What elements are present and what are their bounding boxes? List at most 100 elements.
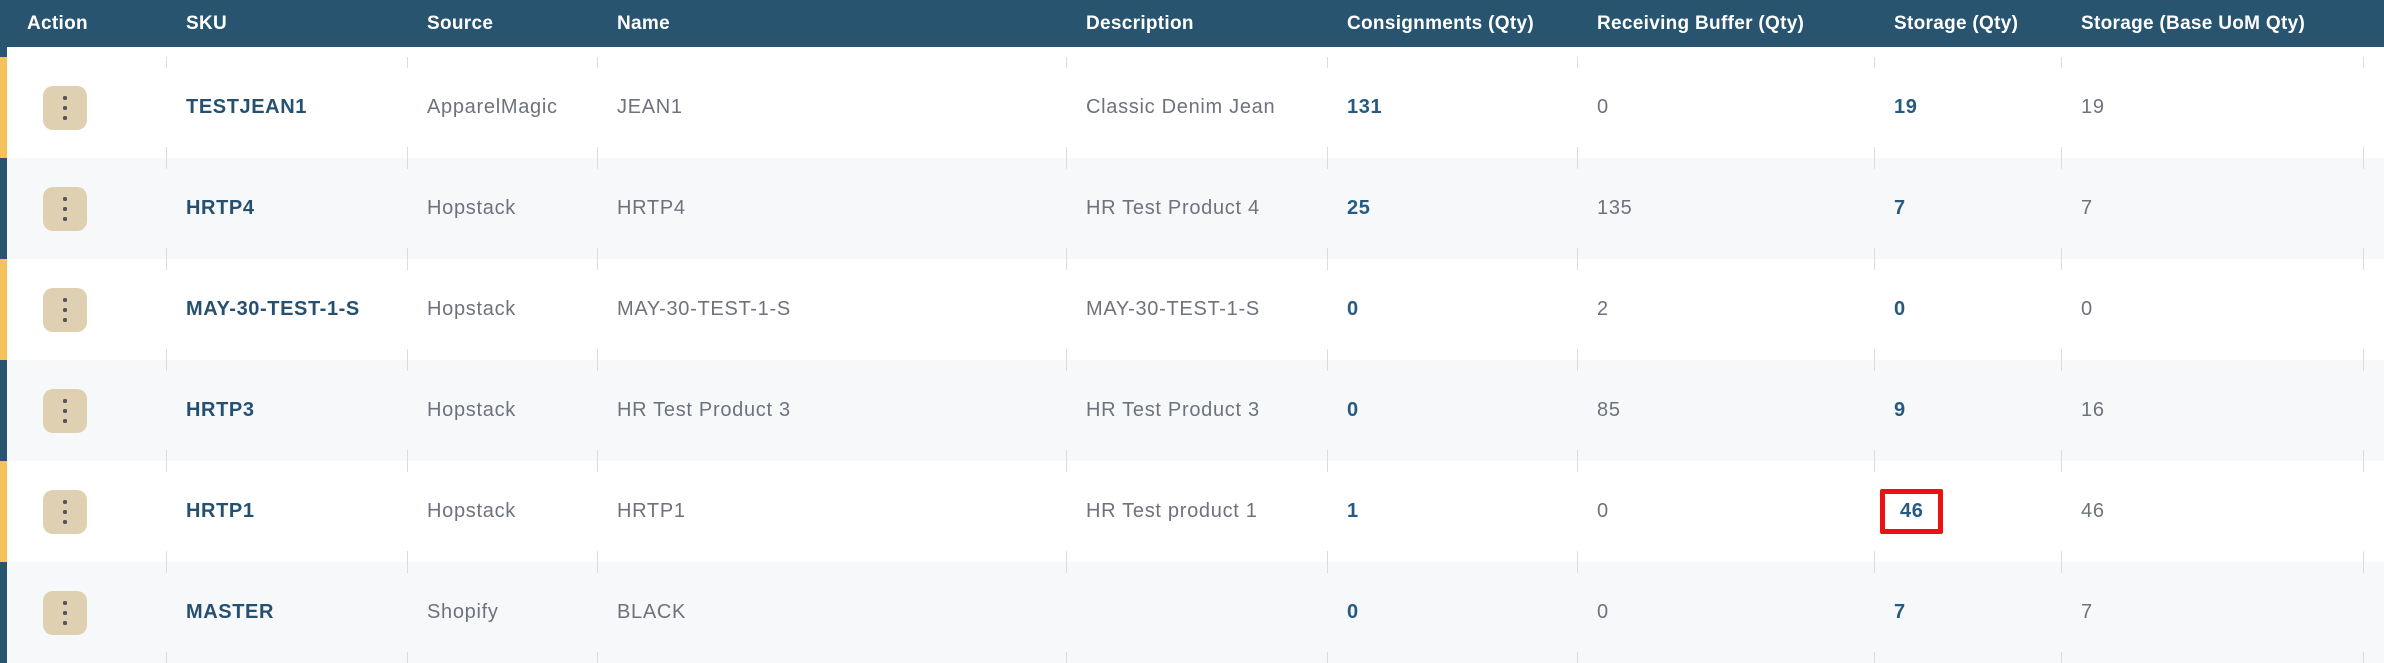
storage-qty-link[interactable]: 9 xyxy=(1894,399,1906,421)
storage-qty-link[interactable]: 7 xyxy=(1894,197,1906,219)
storage-base-uom-qty-cell: 7 xyxy=(2061,562,2384,663)
sku-link[interactable]: HRTP4 xyxy=(186,197,255,219)
source-cell: Shopify xyxy=(407,562,597,663)
consignments-qty-cell: 0 xyxy=(1327,259,1577,360)
sku-link[interactable]: HRTP3 xyxy=(186,399,255,421)
source-cell: Hopstack xyxy=(407,158,597,259)
storage-qty-link[interactable]: 0 xyxy=(1894,298,1906,320)
storage-qty-highlight: 9 xyxy=(1894,399,1906,422)
sku-link[interactable]: MASTER xyxy=(186,601,275,623)
storage-qty-highlight: 46 xyxy=(1880,489,1944,534)
description-cell: HR Test Product 4 xyxy=(1066,158,1327,259)
receiving-buffer-qty-cell: 0 xyxy=(1577,461,1874,562)
storage-qty-cell: 7 xyxy=(1874,562,2061,663)
source-cell: Hopstack xyxy=(407,360,597,461)
receiving-buffer-qty-cell: 0 xyxy=(1577,57,1874,158)
row-actions-button[interactable] xyxy=(43,186,87,231)
sku-link[interactable]: MAY-30-TEST-1-S xyxy=(186,298,360,320)
description-cell: Classic Denim Jean xyxy=(1066,57,1327,158)
storage-qty-cell: 19 xyxy=(1874,57,2061,158)
col-header-storage-qty: Storage (Qty) xyxy=(1894,12,2019,34)
header-body-gap xyxy=(0,47,2384,57)
storage-base-uom-qty-cell: 7 xyxy=(2061,158,2384,259)
row-actions-button[interactable] xyxy=(43,590,87,635)
receiving-buffer-qty-cell: 85 xyxy=(1577,360,1874,461)
name-cell: JEAN1 xyxy=(597,57,1066,158)
storage-base-uom-qty-cell: 19 xyxy=(2061,57,2384,158)
row-accent-stripe xyxy=(0,360,7,461)
col-header-source: Source xyxy=(427,12,494,34)
col-header-action: Action xyxy=(27,12,88,34)
row-actions-button[interactable] xyxy=(43,388,87,433)
storage-qty-highlight: 19 xyxy=(1894,96,1917,119)
table-row: HRTP1 Hopstack HRTP1 HR Test product 1 1… xyxy=(0,461,2384,562)
row-actions-button[interactable] xyxy=(43,85,87,130)
name-cell: MAY-30-TEST-1-S xyxy=(597,259,1066,360)
name-cell: HR Test Product 3 xyxy=(597,360,1066,461)
table-header-row: Action SKU Source Name Description Consi… xyxy=(0,0,2384,47)
consignments-qty-link[interactable]: 0 xyxy=(1347,601,1359,623)
consignments-qty-cell: 0 xyxy=(1327,360,1577,461)
source-cell: Hopstack xyxy=(407,259,597,360)
receiving-buffer-qty-cell: 0 xyxy=(1577,562,1874,663)
source-cell: ApparelMagic xyxy=(407,57,597,158)
description-cell: MAY-30-TEST-1-S xyxy=(1066,259,1327,360)
consignments-qty-cell: 0 xyxy=(1327,562,1577,663)
sku-cell: MAY-30-TEST-1-S xyxy=(166,259,407,360)
consignments-qty-link[interactable]: 0 xyxy=(1347,399,1359,421)
storage-qty-link[interactable]: 46 xyxy=(1900,500,1924,522)
storage-qty-highlight: 7 xyxy=(1894,197,1906,220)
col-header-receiving-buffer-qty: Receiving Buffer (Qty) xyxy=(1597,12,1805,34)
consignments-qty-link[interactable]: 131 xyxy=(1347,96,1383,118)
sku-cell: MASTER xyxy=(166,562,407,663)
consignments-qty-cell: 131 xyxy=(1327,57,1577,158)
name-cell: BLACK xyxy=(597,562,1066,663)
storage-base-uom-qty-cell: 16 xyxy=(2061,360,2384,461)
row-accent-stripe xyxy=(0,461,7,562)
table-row: HRTP4 Hopstack HRTP4 HR Test Product 4 2… xyxy=(0,158,2384,259)
action-cell xyxy=(7,562,166,663)
row-actions-button[interactable] xyxy=(43,489,87,534)
description-cell: HR Test product 1 xyxy=(1066,461,1327,562)
source-cell: Hopstack xyxy=(407,461,597,562)
receiving-buffer-qty-cell: 2 xyxy=(1577,259,1874,360)
storage-qty-link[interactable]: 7 xyxy=(1894,601,1906,623)
row-actions-button[interactable] xyxy=(43,287,87,332)
action-cell xyxy=(7,259,166,360)
sku-link[interactable]: TESTJEAN1 xyxy=(186,96,307,118)
sku-cell: HRTP3 xyxy=(166,360,407,461)
action-cell xyxy=(7,57,166,158)
storage-base-uom-qty-cell: 0 xyxy=(2061,259,2384,360)
storage-qty-cell: 0 xyxy=(1874,259,2061,360)
action-cell xyxy=(7,158,166,259)
sku-link[interactable]: HRTP1 xyxy=(186,500,255,522)
consignments-qty-link[interactable]: 25 xyxy=(1347,197,1371,219)
action-cell xyxy=(7,461,166,562)
storage-base-uom-qty-cell: 46 xyxy=(2061,461,2384,562)
consignments-qty-cell: 1 xyxy=(1327,461,1577,562)
row-accent-stripe xyxy=(0,158,7,259)
row-accent-stripe xyxy=(0,259,7,360)
consignments-qty-link[interactable]: 0 xyxy=(1347,298,1359,320)
name-cell: HRTP4 xyxy=(597,158,1066,259)
storage-qty-cell: 7 xyxy=(1874,158,2061,259)
sku-cell: HRTP1 xyxy=(166,461,407,562)
description-cell xyxy=(1066,562,1327,663)
table-row: TESTJEAN1 ApparelMagic JEAN1 Classic Den… xyxy=(0,57,2384,158)
row-accent-stripe xyxy=(0,57,7,158)
sku-cell: HRTP4 xyxy=(166,158,407,259)
storage-qty-link[interactable]: 19 xyxy=(1894,96,1918,118)
col-header-storage-base-uom-qty: Storage (Base UoM Qty) xyxy=(2081,12,2306,34)
storage-qty-highlight: 7 xyxy=(1894,601,1906,624)
table-row: HRTP3 Hopstack HR Test Product 3 HR Test… xyxy=(0,360,2384,461)
sku-cell: TESTJEAN1 xyxy=(166,57,407,158)
table-row: MASTER Shopify BLACK 0 0 7 7 xyxy=(0,562,2384,663)
consignments-qty-link[interactable]: 1 xyxy=(1347,500,1359,522)
col-header-description: Description xyxy=(1086,12,1194,34)
table-row: MAY-30-TEST-1-S Hopstack MAY-30-TEST-1-S… xyxy=(0,259,2384,360)
col-header-sku: SKU xyxy=(186,12,228,34)
storage-qty-cell: 9 xyxy=(1874,360,2061,461)
name-cell: HRTP1 xyxy=(597,461,1066,562)
col-header-consignments-qty: Consignments (Qty) xyxy=(1347,12,1534,34)
